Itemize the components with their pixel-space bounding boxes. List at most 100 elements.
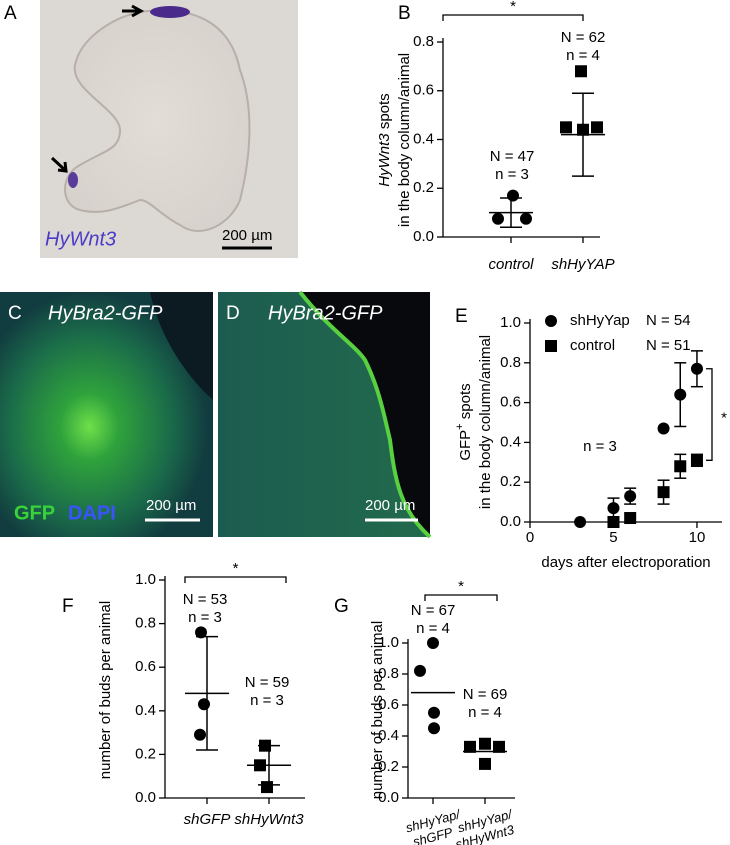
annotation: n = 3 (188, 609, 222, 626)
significance: * (458, 578, 464, 595)
y-tick-label: 0.4 (413, 130, 434, 147)
legend-label: control (570, 337, 615, 354)
y-tick-label: 0.6 (135, 658, 156, 675)
panel-c-image (0, 292, 213, 537)
y-axis-label: in the body column/animal (477, 335, 494, 509)
data-point (624, 512, 637, 525)
annotation: N = 53 (183, 591, 228, 608)
y-tick-label: 0.0 (413, 228, 434, 245)
y-tick-label: 1.0 (378, 634, 399, 651)
data-point (657, 486, 670, 499)
y-label-text: number of buds per animal (97, 601, 114, 779)
panel-d-image (218, 290, 432, 539)
gfp-label: GFP (14, 502, 55, 524)
y-axis-label: number of buds per animal (97, 601, 114, 779)
data-point (674, 460, 687, 473)
y-label-text: spots (376, 93, 393, 129)
legend-label: shHyYap (570, 312, 630, 329)
x-tick-label: 10 (689, 529, 706, 546)
data-point (464, 740, 476, 753)
y-tick-label: 0.6 (378, 696, 399, 713)
y-tick-label: 0.0 (135, 789, 156, 806)
legend-n: N = 54 (646, 312, 691, 329)
significance-bracket (442, 14, 584, 21)
data-point (479, 737, 491, 750)
panel-label: G (334, 596, 349, 617)
dapi-label: DAPI (68, 502, 116, 524)
annotation: n = 3 (583, 438, 617, 455)
y-tick-label: 0.8 (413, 33, 434, 50)
significance-bracket (706, 368, 713, 461)
data-point (261, 781, 273, 794)
y-tick-label: 1.0 (500, 314, 521, 331)
data-point (560, 121, 572, 134)
y-axis-label: HyWnt3 spots (376, 93, 393, 186)
data-point (607, 516, 620, 528)
y-label-text: number of buds per animal (369, 621, 386, 799)
annotation: n = 4 (566, 47, 600, 64)
y-tick-label: 0.8 (500, 354, 521, 371)
y-tick-label: 0.4 (378, 727, 399, 744)
annotation: n = 3 (250, 692, 284, 709)
significance-bracket (424, 594, 498, 601)
y-tick-label: 1.0 (135, 571, 156, 588)
data-point (575, 65, 587, 78)
y-label-sup: + (454, 423, 466, 429)
panel-label: F (62, 596, 74, 617)
data-point (520, 212, 532, 225)
y-axis-label: in the body column/animal (396, 53, 413, 227)
data-point (674, 388, 687, 401)
y-tick-label: 0.6 (413, 82, 434, 99)
y-axis-label: GFP+ spots (454, 383, 474, 460)
data-point (545, 340, 557, 352)
panel-label: A (4, 3, 17, 24)
stain-label: HyWnt3 (45, 228, 116, 250)
scale-label: 200 µm (222, 227, 272, 244)
annotation: N = 62 (561, 29, 606, 46)
data-point (194, 728, 206, 741)
y-tick-label: 0.0 (500, 513, 521, 530)
panel-label: C (8, 303, 22, 324)
data-point (428, 722, 440, 735)
x-tick-label: shGFP (184, 811, 231, 828)
annotation: N = 47 (490, 148, 535, 165)
data-point (591, 121, 603, 134)
data-point (195, 626, 207, 639)
data-point (428, 706, 440, 719)
x-tick-label: control (488, 256, 534, 273)
scale-label: 200 µm (146, 497, 196, 514)
x-tick-label: 5 (609, 529, 617, 546)
y-tick-label: 0.8 (378, 665, 399, 682)
data-point (414, 664, 426, 677)
panel-label: E (455, 306, 468, 327)
data-point (545, 315, 557, 327)
panel-a-image (40, 0, 298, 258)
panel-label: B (398, 3, 411, 24)
data-point (479, 757, 491, 770)
data-point (690, 362, 703, 375)
y-tick-label: 0.2 (413, 179, 434, 196)
significance: * (510, 0, 516, 15)
data-point (657, 422, 670, 435)
y-tick-label: 0.8 (135, 615, 156, 632)
annotation: N = 59 (245, 674, 290, 691)
data-point (427, 637, 439, 649)
y-tick-label: 0.4 (135, 702, 156, 719)
significance: * (233, 560, 239, 577)
y-tick-label: 0.2 (378, 758, 399, 775)
y-label-gene: GFP (457, 430, 474, 461)
y-tick-label: 0.6 (500, 394, 521, 411)
annotation: N = 69 (463, 686, 508, 703)
y-tick-label: 0.4 (500, 433, 521, 450)
data-point (690, 454, 703, 467)
panel-title: HyBra2-GFP (48, 302, 163, 324)
x-axis-label: days after electroporation (541, 554, 710, 571)
x-tick-label: shHyWnt3 (234, 811, 304, 828)
x-tick-label: 0 (526, 529, 534, 546)
scale-label: 200 µm (365, 497, 415, 514)
significance-bracket (184, 576, 287, 583)
y-axis-label: number of buds per animal (369, 621, 386, 799)
panel-label: D (226, 303, 240, 324)
y-label-gene: HyWnt3 (376, 133, 393, 187)
y-tick-label: 0.2 (500, 473, 521, 490)
